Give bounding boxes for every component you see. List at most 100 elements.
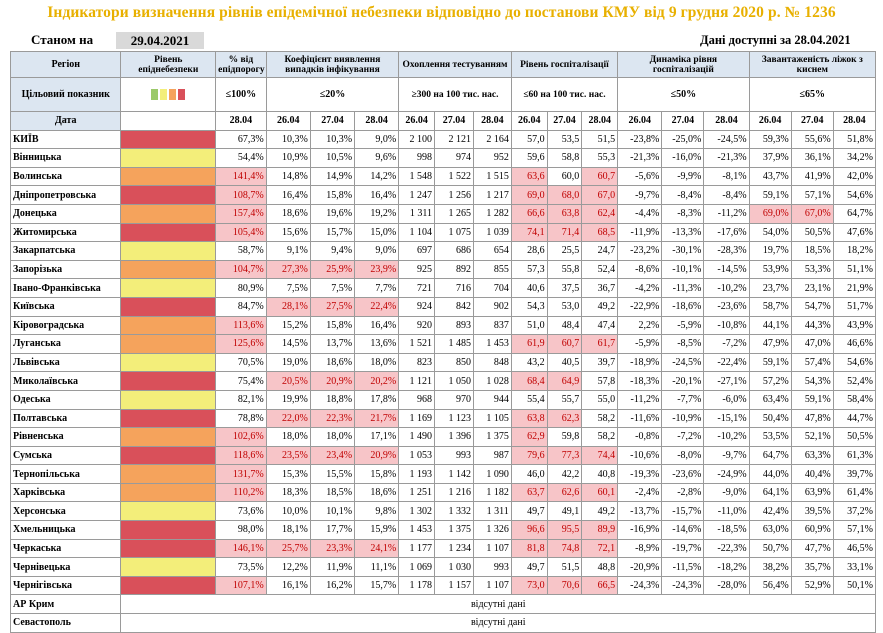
dyn-cell: -23,6% [661,464,705,484]
pct-cell: 58,7% [215,241,267,261]
test-cell: 1 177 [398,538,436,559]
oxy-cell: 59,3% [748,129,792,150]
date-pct: 28.04 [215,111,267,131]
dyn-cell: -25,0% [661,129,705,150]
test-cell: 2 164 [472,129,512,150]
detect-cell: 18,6% [354,482,400,503]
oxy-cell: 36,1% [790,148,834,168]
table-row-missing: Севастополь відсутні дані [9,613,876,633]
hosp-cell: 57,3 [510,259,548,280]
oxy-cell: 54,7% [790,296,834,317]
oxy-cell: 53,3% [790,259,834,280]
header-testing: Охоплення тестуванням [398,51,512,78]
header-hosp-level: Рівень госпіталізації [510,51,619,78]
region-name: Дніпропетровська [9,185,122,205]
test-cell: 2 121 [434,129,474,150]
level-cell [120,520,217,540]
test-cell: 837 [472,315,512,336]
test-cell: 1 216 [434,482,474,503]
region-name: Харківська [9,482,122,503]
hosp-cell: 52,4 [581,259,619,280]
dyn-cell: -16,9% [617,520,663,540]
test-cell: 721 [398,278,436,298]
oxy-cell: 46,6% [832,334,877,354]
dyn-cell: -10,1% [661,259,705,280]
detect-cell: 7,7% [354,278,400,298]
oxy-cell: 33,1% [832,557,877,577]
oxy-cell: 23,1% [790,278,834,298]
test-cell: 987 [472,445,512,466]
dyn-cell: -8,4% [661,185,705,205]
hosp-cell: 40,8 [581,464,619,484]
detect-cell: 18,6% [265,203,311,224]
region-name: АР Крим [9,594,122,615]
date-level-empty [120,111,217,131]
hosp-cell: 95,5 [546,520,583,540]
table-row: Черкаська 146,1% 25,7% 23,3% 24,1% 1 177 1 234… [9,538,877,559]
oxy-cell: 50,1% [832,575,877,596]
oxy-cell: 58,4% [832,389,877,410]
table-row: Хмельницька 98,0% 18,1% 17,7% 15,9% 1 453 1 37… [9,520,877,540]
level-cell [120,538,217,559]
oxy-cell: 53,5% [748,427,792,447]
level-cell [120,575,217,596]
dyn-cell: -5,6% [617,166,663,187]
as-of-date: 29.04.2021 [116,32,204,49]
table-row: Волинська 141,4% 14,8% 14,9% 14,2% 1 548 1 522… [9,166,877,187]
region-name: Чернівецька [9,557,122,577]
oxy-cell: 41,9% [790,166,834,187]
table-row: Луганська 125,6% 14,5% 13,7% 13,6% 1 521 1 485… [9,334,877,354]
hosp-cell: 79,6 [510,445,548,466]
hosp-cell: 68,4 [510,371,548,391]
test-cell: 1 182 [472,482,512,503]
detect-cell: 17,7% [309,520,356,540]
test-cell: 974 [434,148,474,168]
detect-cell: 7,5% [265,278,311,298]
hosp-cell: 62,4 [581,203,619,224]
hosp-cell: 96,6 [510,520,548,540]
dyn-cell: -22,3% [703,538,750,559]
hosp-cell: 55,7 [546,389,583,410]
oxy-cell: 59,1% [748,352,792,373]
test-cell: 1 105 [472,408,512,429]
test-cell: 1 069 [398,557,436,577]
dyn-cell: -19,7% [661,538,705,559]
detect-cell: 19,0% [265,352,311,373]
pct-cell: 102,6% [215,427,267,447]
hosp-cell: 74,1 [510,222,548,243]
dyn-cell: -23,8% [617,129,663,150]
dyn-cell: -21,3% [617,148,663,168]
test-cell: 1 178 [398,575,436,596]
pct-cell: 125,6% [215,334,267,354]
test-cell: 998 [398,148,436,168]
date-dyn-3: 28.04 [703,111,750,131]
level-swatch-red [178,89,186,101]
detect-cell: 15,6% [265,222,311,243]
oxy-cell: 34,2% [832,148,877,168]
detect-cell: 15,8% [354,464,400,484]
test-cell: 924 [398,296,436,317]
dyn-cell: -18,5% [703,520,750,540]
oxy-cell: 64,1% [748,482,792,503]
date-test-2: 27.04 [434,111,474,131]
oxy-cell: 21,9% [832,278,877,298]
detect-cell: 13,6% [354,334,400,354]
oxy-cell: 63,4% [748,389,792,410]
region-name: КИЇВ [9,129,122,150]
hosp-cell: 51,5 [581,129,619,150]
detect-cell: 18,0% [309,427,356,447]
date-detect-2: 27.04 [309,111,356,131]
header-pct-threshold: % від епідпорогу [215,51,267,78]
hosp-cell: 68,0 [546,185,583,205]
test-cell: 1 028 [472,371,512,391]
dyn-cell: -18,2% [703,557,750,577]
oxy-cell: 46,5% [832,538,877,559]
hosp-cell: 49,2 [581,501,619,522]
hosp-cell: 60,0 [546,166,583,187]
oxy-cell: 37,2% [832,501,877,522]
test-cell: 1 123 [434,408,474,429]
region-name: Рівненська [9,427,122,447]
test-cell: 1 265 [434,203,474,224]
hosp-cell: 55,3 [581,148,619,168]
pct-cell: 108,7% [215,185,267,205]
